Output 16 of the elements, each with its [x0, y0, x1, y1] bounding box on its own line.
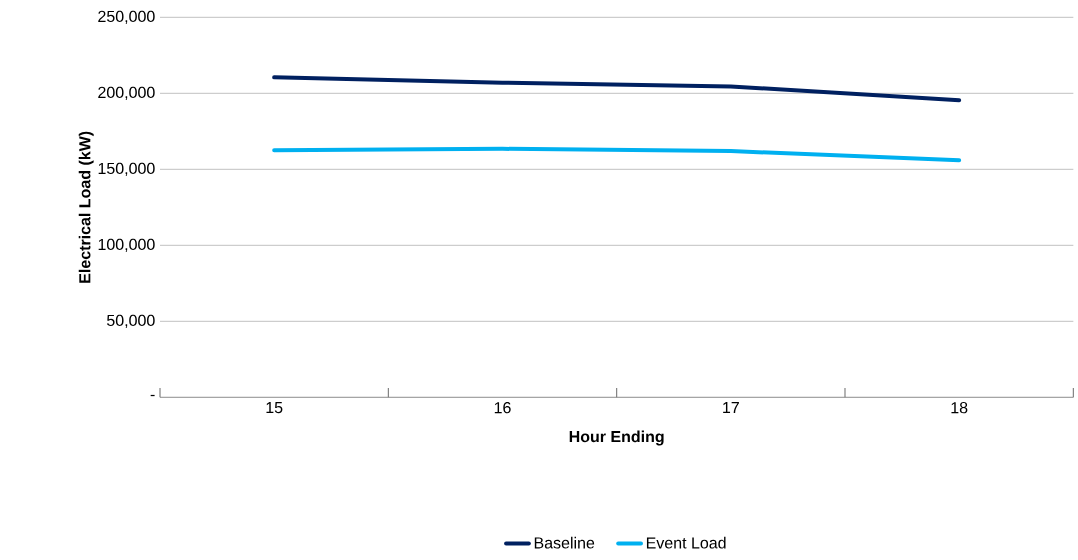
x-tick-label: 18 [951, 402, 968, 414]
legend-label: Baseline [534, 536, 595, 549]
y-tick-label: 200,000 [98, 86, 155, 100]
legend-label: Event Load [646, 536, 726, 549]
y-tick-label: 50,000 [107, 314, 155, 328]
y-tick-label: 150,000 [98, 162, 155, 176]
y-tick-label: - [150, 394, 155, 397]
x-tick-label: 16 [494, 402, 511, 414]
x-tick-label: 17 [723, 402, 739, 414]
y-tick-label: 250,000 [98, 10, 155, 24]
y-tick-label: 100,000 [98, 238, 155, 252]
y-axis-title: Electrical Load (kW) [78, 131, 94, 283]
line-series [272, 146, 962, 163]
x-tick-label: 15 [266, 402, 283, 414]
x-axis-title: Hour Ending [569, 430, 664, 446]
line-series [272, 75, 962, 103]
